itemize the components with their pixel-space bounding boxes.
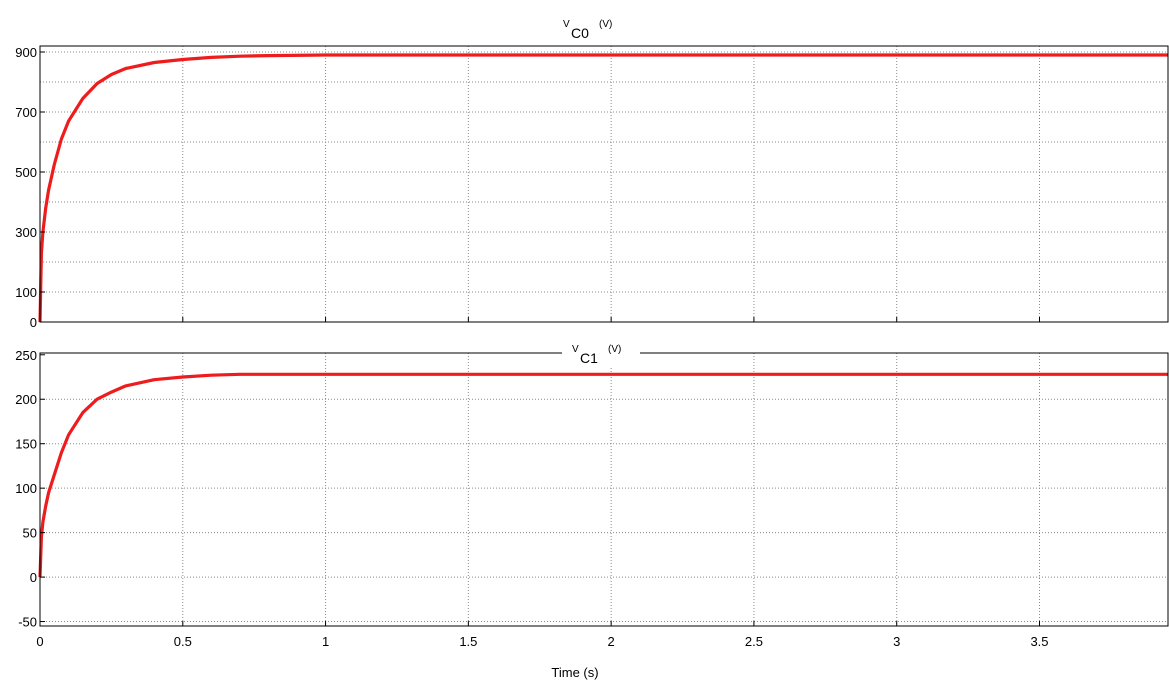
y-tick-label: 0 xyxy=(30,570,37,585)
title-unit: (V) xyxy=(599,19,612,30)
y-tick-label: 900 xyxy=(15,45,37,60)
plot-title: VC0 (V) xyxy=(563,19,612,41)
y-tick-label: 300 xyxy=(15,225,37,240)
series-line xyxy=(38,53,1168,323)
y-tick-label: 50 xyxy=(23,526,37,541)
x-axis-label: Time (s) xyxy=(551,665,598,680)
x-tick-label: 1 xyxy=(322,634,329,649)
x-tick-label: 3 xyxy=(893,634,900,649)
title-subscript: C0 xyxy=(571,25,589,41)
title-unit: (V) xyxy=(608,344,621,355)
y-tick-label: 150 xyxy=(15,437,37,452)
title-symbol: V xyxy=(572,344,579,355)
x-tick-label: 3.5 xyxy=(1030,634,1048,649)
vc0-plot: 0 100 300 500 700 900 VC0 (V) xyxy=(15,19,1169,330)
y-tick-label: 700 xyxy=(15,105,37,120)
y-tick-label: 500 xyxy=(15,165,37,180)
x-tick-label: 1.5 xyxy=(459,634,477,649)
x-tick-label: 0.5 xyxy=(174,634,192,649)
y-tick-label: 0 xyxy=(30,315,37,330)
title-subscript: C1 xyxy=(580,350,598,366)
plot-area xyxy=(40,46,1168,322)
x-tick-label: 2 xyxy=(608,634,615,649)
plot-title: VC1 (V) xyxy=(562,340,640,366)
y-tick-label: 100 xyxy=(15,481,37,496)
vc1-plot: -50 0 50 100 150 200 250 0 0.5 1 1.5 2 2.5 3 3.5 VC1 (V) xyxy=(15,340,1169,649)
y-tick-label: -50 xyxy=(18,615,37,630)
title-background xyxy=(562,340,640,366)
y-tick-label: 250 xyxy=(15,348,37,363)
y-tick-label: 100 xyxy=(15,285,37,300)
series-line xyxy=(38,372,1168,578)
x-tick-label: 0 xyxy=(36,634,43,649)
x-tick-label: 2.5 xyxy=(745,634,763,649)
plot-area xyxy=(40,353,1168,626)
axes-frame xyxy=(39,45,1169,323)
y-tick-label: 200 xyxy=(15,392,37,407)
title-symbol: V xyxy=(563,19,570,30)
